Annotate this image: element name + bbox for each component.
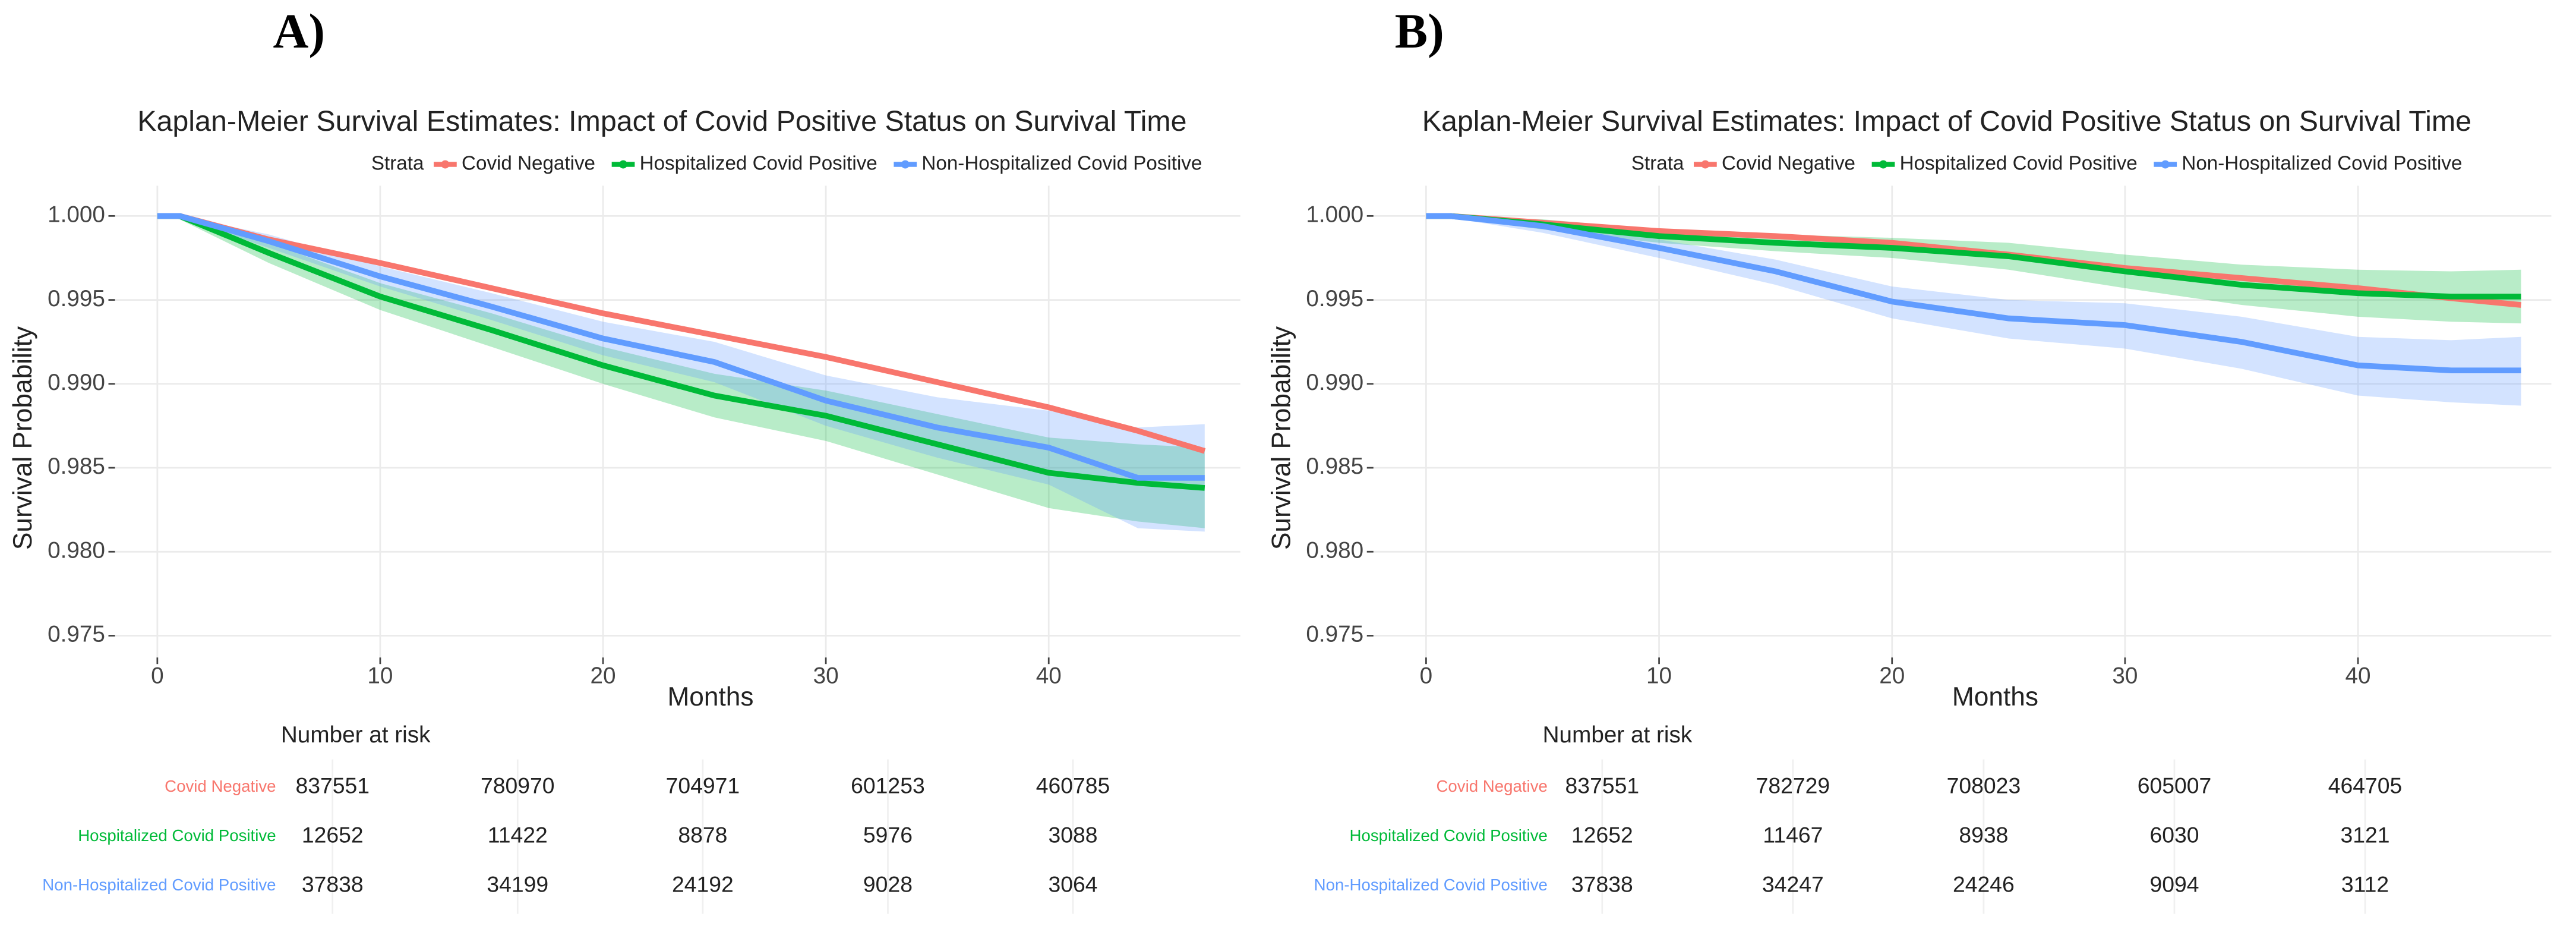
y-tick-label: 0.980 xyxy=(1306,537,1363,563)
y-tick-label: 0.975 xyxy=(1306,622,1363,647)
legend-label: Covid Negative xyxy=(1722,152,1855,174)
risk-row-label: Hospitalized Covid Positive xyxy=(78,826,276,845)
survival-curve xyxy=(1426,213,2521,374)
risk-count: 8878 xyxy=(678,822,727,847)
legend-point xyxy=(2161,160,2170,169)
risk-count: 9028 xyxy=(863,871,913,896)
risk-table-title: Number at risk xyxy=(281,722,431,748)
legend-label: Non-Hospitalized Covid Positive xyxy=(2182,152,2462,174)
y-tick-label: 0.995 xyxy=(48,286,105,311)
legend-label: Hospitalized Covid Positive xyxy=(1900,152,2138,174)
x-axis-title: Months xyxy=(667,682,753,711)
confidence-band xyxy=(157,216,1205,528)
risk-count: 605007 xyxy=(2138,773,2212,798)
legend-point xyxy=(619,160,627,169)
legend-title: Strata xyxy=(371,152,424,174)
y-tick-label: 0.995 xyxy=(1306,286,1363,311)
risk-count: 37838 xyxy=(302,871,364,896)
risk-count: 24192 xyxy=(672,871,734,896)
risk-row-label: Hospitalized Covid Positive xyxy=(1350,826,1548,845)
risk-count: 460785 xyxy=(1036,773,1110,798)
chart-title: Kaplan-Meier Survival Estimates: Impact … xyxy=(137,105,1186,137)
legend-title: Strata xyxy=(1631,152,1684,174)
survival-curve xyxy=(157,213,1205,481)
risk-table-title: Number at risk xyxy=(1543,722,1693,748)
risk-count: 37838 xyxy=(1571,871,1633,896)
risk-row-label: Non-Hospitalized Covid Positive xyxy=(1314,876,1548,894)
chart-title: Kaplan-Meier Survival Estimates: Impact … xyxy=(1422,105,2471,137)
risk-count: 704971 xyxy=(666,773,740,798)
risk-count: 5976 xyxy=(863,822,913,847)
risk-count: 9094 xyxy=(2149,871,2199,896)
y-axis-title: Survival Probability xyxy=(8,326,37,550)
x-axis-title: Months xyxy=(1952,682,2038,711)
risk-count: 11467 xyxy=(1763,822,1823,847)
x-tick-label: 10 xyxy=(1646,663,1672,689)
survival-curve xyxy=(157,213,1205,491)
legend-label: Hospitalized Covid Positive xyxy=(640,152,877,174)
risk-count: 3112 xyxy=(2341,871,2389,896)
risk-count: 601253 xyxy=(851,773,925,798)
x-tick-label: 10 xyxy=(367,663,393,689)
legend-point xyxy=(441,160,450,169)
risk-count: 708023 xyxy=(1947,773,2021,798)
risk-count: 782729 xyxy=(1756,773,1830,798)
risk-row-label: Covid Negative xyxy=(1436,777,1547,795)
risk-count: 3064 xyxy=(1049,871,1098,896)
risk-count: 12652 xyxy=(302,822,364,847)
y-tick-label: 1.000 xyxy=(48,202,105,228)
legend-label: Covid Negative xyxy=(462,152,595,174)
y-tick-label: 0.985 xyxy=(48,454,105,479)
risk-count: 837551 xyxy=(295,773,370,798)
risk-count: 34199 xyxy=(487,871,548,896)
risk-count: 24246 xyxy=(1953,871,2015,896)
panel-label: B) xyxy=(1395,4,1444,58)
risk-count: 11422 xyxy=(488,822,548,847)
x-tick-label: 30 xyxy=(2112,663,2138,689)
risk-count: 837551 xyxy=(1565,773,1640,798)
x-tick-label: 40 xyxy=(2345,663,2371,689)
risk-count: 34247 xyxy=(1762,871,1824,896)
risk-count: 6030 xyxy=(2149,822,2199,847)
x-tick-label: 0 xyxy=(151,663,164,689)
x-tick-label: 40 xyxy=(1036,663,1062,689)
x-tick-label: 30 xyxy=(813,663,839,689)
x-tick-label: 20 xyxy=(591,663,616,689)
y-tick-label: 1.000 xyxy=(1306,202,1363,228)
panel-label: A) xyxy=(273,4,326,58)
risk-count: 12652 xyxy=(1571,822,1633,847)
legend-point xyxy=(1879,160,1887,169)
confidence-band xyxy=(1426,216,2521,324)
y-axis-title: Survival Probability xyxy=(1267,326,1296,550)
x-tick-label: 20 xyxy=(1879,663,1905,689)
risk-row-label: Covid Negative xyxy=(165,777,276,795)
risk-count: 3088 xyxy=(1049,822,1098,847)
risk-count: 780970 xyxy=(481,773,555,798)
legend-point xyxy=(1701,160,1710,169)
y-tick-label: 0.975 xyxy=(48,622,105,647)
risk-count: 3121 xyxy=(2341,822,2390,847)
risk-count: 8938 xyxy=(1959,822,2008,847)
x-tick-label: 0 xyxy=(1420,663,1433,689)
y-tick-label: 0.985 xyxy=(1306,454,1363,479)
legend-label: Non-Hospitalized Covid Positive xyxy=(921,152,1202,174)
confidence-band xyxy=(157,216,1205,532)
risk-row-label: Non-Hospitalized Covid Positive xyxy=(42,876,276,894)
y-tick-label: 0.990 xyxy=(48,370,105,395)
y-tick-label: 0.990 xyxy=(1306,370,1363,395)
y-tick-label: 0.980 xyxy=(48,537,105,563)
legend-point xyxy=(901,160,910,169)
risk-count: 464705 xyxy=(2328,773,2403,798)
